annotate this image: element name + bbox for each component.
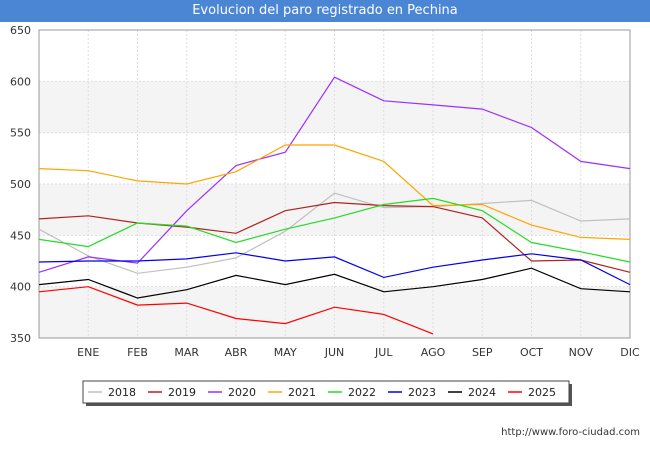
series-line-2020 [38, 76, 631, 273]
x-tick-label: ABR [225, 346, 248, 359]
x-tick-label: AGO [421, 346, 446, 359]
x-tick-label: NOV [569, 346, 594, 359]
y-tick-label: 500 [10, 178, 31, 191]
x-tick-label: JUN [324, 346, 345, 359]
series-line-2021 [38, 144, 631, 240]
x-tick-label: DIC [620, 346, 640, 359]
legend-label-2018: 2018 [108, 386, 136, 399]
legend: 2018 2019 2020 2021 2022 2023 2024 2025 [82, 380, 572, 406]
x-tick-label: MAY [274, 346, 297, 359]
y-tick-label: 400 [10, 281, 31, 294]
y-tick-label: 350 [10, 332, 31, 345]
y-tick-label: 450 [10, 229, 31, 242]
x-tick-label: MAR [174, 346, 199, 359]
y-tick-label: 550 [10, 127, 31, 140]
source-url[interactable]: http://www.foro-ciudad.com [501, 427, 640, 438]
series-line-2018 [38, 192, 631, 274]
legend-label-2020: 2020 [228, 386, 256, 399]
series-line-2023 [38, 252, 631, 286]
legend-label-2024: 2024 [468, 386, 496, 399]
x-tick-label: JUL [374, 346, 393, 359]
plot-border [38, 29, 631, 339]
legend-box [82, 380, 570, 404]
y-tick-label: 650 [10, 24, 31, 37]
legend-label-2023: 2023 [408, 386, 436, 399]
legend-label-2022: 2022 [348, 386, 376, 399]
x-tick-label: OCT [520, 346, 543, 359]
x-tick-label: SEP [472, 346, 493, 359]
legend-label-2019: 2019 [168, 386, 196, 399]
legend-label-2025: 2025 [528, 386, 556, 399]
series-line-2022 [38, 197, 631, 263]
y-tick-label: 600 [10, 75, 31, 88]
legend-label-2021: 2021 [288, 386, 316, 399]
series-line-2024 [38, 267, 631, 299]
x-tick-label: ENE [77, 346, 99, 359]
x-tick-label: FEB [127, 346, 148, 359]
series-line-2025 [38, 286, 434, 335]
chart-title: Evolucion del paro registrado en Pechina [0, 0, 650, 22]
